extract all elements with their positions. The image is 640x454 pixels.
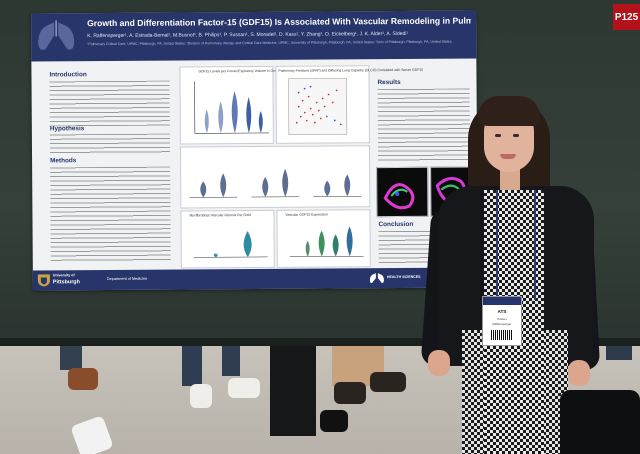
background-person-legs: [270, 346, 316, 436]
poster-header: Growth and Differentiation Factor-15 (GD…: [31, 10, 477, 62]
results-heading: Results: [377, 78, 401, 87]
poster-affiliations: ¹Pulmonary Critical Care, UPMC, Pittsbur…: [87, 39, 452, 47]
presenter-bangs: [478, 96, 540, 126]
introduction-heading: Introduction: [49, 71, 87, 79]
badge-header-band: [483, 297, 521, 305]
results-text: [377, 88, 471, 162]
hypothesis-text: [49, 133, 171, 155]
background-person-legs: [182, 346, 202, 386]
violin-plot-graphic: [289, 226, 364, 258]
lungs-icon: [38, 20, 75, 50]
background-shoe: [334, 382, 366, 404]
badge-surname: Raffensperger: [492, 322, 512, 326]
scatter-plot-graphic: [288, 78, 348, 135]
background-sneaker: [190, 384, 212, 408]
microscopy-image-1: [376, 166, 429, 218]
partner-name: Department of Medicine: [106, 276, 148, 282]
hypothesis-heading: Hypothesis: [49, 125, 85, 133]
presenter-eye: [495, 134, 501, 137]
university-line-2: Pittsburgh: [52, 279, 80, 286]
presenter-smile: [500, 154, 516, 159]
fluorescence-image-graphic: [383, 183, 415, 210]
figure-vascular-expression: Vascular GDF15 Expression: [276, 209, 371, 268]
footer-tagline: HEALTH SCIENCES: [386, 274, 421, 280]
background-sneaker: [228, 378, 260, 398]
background-shoe: [320, 410, 348, 432]
conclusion-heading: Conclusion: [378, 220, 414, 229]
poster-footer: University of Pittsburgh Department of M…: [32, 267, 478, 291]
handbag: [560, 390, 640, 454]
figure-serum-levels-row: [179, 145, 371, 209]
university-line-1: University of: [52, 273, 75, 278]
background-person-legs: [60, 346, 82, 370]
badge-event: ATS: [497, 309, 507, 314]
poster-number-tag: P125: [613, 4, 640, 30]
background-shoe: [68, 368, 98, 390]
research-poster: Growth and Differentiation Factor-15 (GD…: [31, 10, 478, 291]
background-person-legs: [222, 346, 240, 376]
figure-gdf15-fev1: GDF15 Levels per Forced Expiratory Volum…: [179, 65, 314, 145]
badge-barcode: [491, 330, 513, 340]
poster-board-edge: [0, 338, 640, 346]
presenter-left-hand: [428, 350, 450, 376]
university-crest-icon: [37, 274, 50, 287]
violin-plot-graphic: [193, 231, 268, 258]
figure-vascular-fibrosis: Myofibroblast Vascular Fibrosis Per Fiel…: [180, 209, 275, 269]
methods-heading: Methods: [50, 157, 77, 165]
lungs-icon: [369, 273, 384, 284]
violin-row-graphic: [189, 168, 362, 198]
presenter-right-hand: [568, 360, 590, 386]
badge-name: Kristen: [497, 317, 507, 321]
introduction-text: [49, 80, 170, 127]
background-shoe: [370, 372, 406, 392]
violin-plot-graphic: [194, 81, 269, 134]
lanyard: [496, 190, 536, 300]
presenter-eye: [513, 134, 519, 137]
name-badge: ATS Kristen Raffensperger: [482, 296, 522, 346]
figure-correlation: Pulmonary Pressure (sPAP) and Diffusing …: [275, 65, 423, 144]
methods-text: [50, 166, 171, 264]
poster-title: Growth and Differentiation Factor-15 (GD…: [87, 15, 472, 29]
